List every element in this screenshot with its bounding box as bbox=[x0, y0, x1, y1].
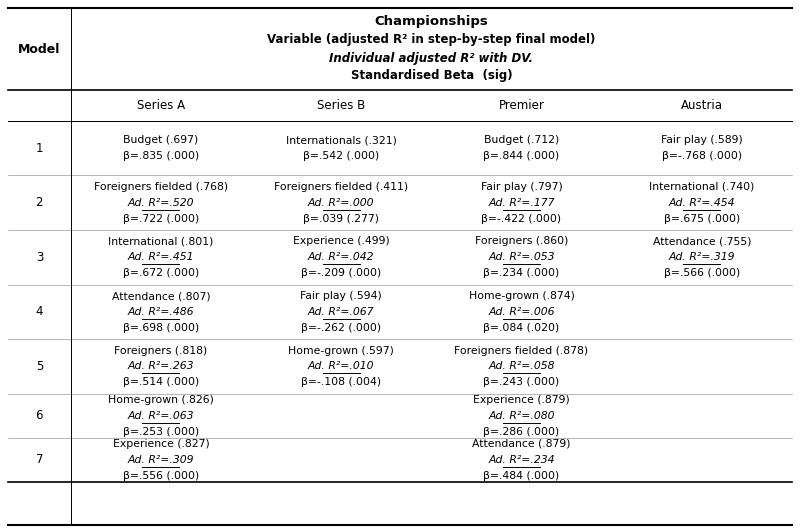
Text: β=.698 (.000): β=.698 (.000) bbox=[122, 323, 199, 333]
Text: Foreigners (.860): Foreigners (.860) bbox=[475, 236, 568, 246]
Text: β=.084 (.020): β=.084 (.020) bbox=[483, 323, 560, 333]
Text: Internationals (.321): Internationals (.321) bbox=[286, 135, 397, 145]
Text: 4: 4 bbox=[36, 305, 43, 319]
Text: β=-.108 (.004): β=-.108 (.004) bbox=[301, 377, 382, 387]
Text: Fair play (.797): Fair play (.797) bbox=[481, 182, 562, 192]
Text: Experience (.827): Experience (.827) bbox=[113, 439, 210, 449]
Text: β=-.422 (.000): β=-.422 (.000) bbox=[482, 214, 562, 224]
Text: Standardised Beta  (sig): Standardised Beta (sig) bbox=[350, 69, 512, 82]
Text: Budget (.697): Budget (.697) bbox=[123, 135, 198, 145]
Text: International (.740): International (.740) bbox=[649, 182, 754, 192]
Text: β=.675 (.000): β=.675 (.000) bbox=[664, 214, 740, 224]
Text: β=.542 (.000): β=.542 (.000) bbox=[303, 151, 379, 161]
Text: β=.556 (.000): β=.556 (.000) bbox=[122, 471, 199, 481]
Text: Home-grown (.826): Home-grown (.826) bbox=[108, 395, 214, 405]
Text: Ad. R²=.309: Ad. R²=.309 bbox=[128, 455, 194, 465]
Text: β=.844 (.000): β=.844 (.000) bbox=[483, 151, 560, 161]
Text: Ad. R²=.454: Ad. R²=.454 bbox=[669, 198, 735, 208]
Text: Ad. R²=.067: Ad. R²=.067 bbox=[308, 307, 374, 317]
Text: Ad. R²=.234: Ad. R²=.234 bbox=[488, 455, 554, 465]
Text: Variable (adjusted R² in step-by-step final model): Variable (adjusted R² in step-by-step fi… bbox=[267, 33, 595, 46]
Text: β=-.768 (.000): β=-.768 (.000) bbox=[662, 151, 742, 161]
Text: β=.234 (.000): β=.234 (.000) bbox=[483, 268, 560, 278]
Text: β=-.209 (.000): β=-.209 (.000) bbox=[301, 268, 382, 278]
Text: Ad. R²=.520: Ad. R²=.520 bbox=[128, 198, 194, 208]
Text: Ad. R²=.063: Ad. R²=.063 bbox=[128, 411, 194, 421]
Text: Series A: Series A bbox=[137, 99, 185, 112]
Text: Budget (.712): Budget (.712) bbox=[484, 135, 559, 145]
Text: Ad. R²=.006: Ad. R²=.006 bbox=[488, 307, 554, 317]
Text: Home-grown (.874): Home-grown (.874) bbox=[469, 291, 574, 301]
Text: Ad. R²=.486: Ad. R²=.486 bbox=[128, 307, 194, 317]
Text: Foreigners (.818): Foreigners (.818) bbox=[114, 346, 207, 356]
Text: Attendance (.755): Attendance (.755) bbox=[653, 236, 751, 246]
Text: Ad. R²=.042: Ad. R²=.042 bbox=[308, 252, 374, 262]
Text: Attendance (.807): Attendance (.807) bbox=[111, 291, 210, 301]
Text: Austria: Austria bbox=[681, 99, 723, 112]
Text: 3: 3 bbox=[36, 251, 43, 264]
Text: Ad. R²=.177: Ad. R²=.177 bbox=[488, 198, 554, 208]
Text: β=.566 (.000): β=.566 (.000) bbox=[664, 268, 740, 278]
Text: β=.835 (.000): β=.835 (.000) bbox=[122, 151, 199, 161]
Text: β=-.262 (.000): β=-.262 (.000) bbox=[301, 323, 382, 333]
Text: International (.801): International (.801) bbox=[108, 236, 214, 246]
Text: Foreigners fielded (.411): Foreigners fielded (.411) bbox=[274, 182, 408, 192]
Text: Championships: Championships bbox=[374, 15, 488, 28]
Text: Ad. R²=.263: Ad. R²=.263 bbox=[128, 361, 194, 372]
Text: 2: 2 bbox=[36, 196, 43, 209]
Text: β=.484 (.000): β=.484 (.000) bbox=[483, 471, 560, 481]
Text: Attendance (.879): Attendance (.879) bbox=[472, 439, 570, 449]
Text: Ad. R²=.053: Ad. R²=.053 bbox=[488, 252, 554, 262]
Text: Fair play (.589): Fair play (.589) bbox=[661, 135, 742, 145]
Text: Ad. R²=.451: Ad. R²=.451 bbox=[128, 252, 194, 262]
Text: Experience (.499): Experience (.499) bbox=[293, 236, 390, 246]
Text: Series B: Series B bbox=[317, 99, 366, 112]
Text: Foreigners fielded (.878): Foreigners fielded (.878) bbox=[454, 346, 589, 356]
Text: β=.722 (.000): β=.722 (.000) bbox=[122, 214, 199, 224]
Text: Individual adjusted R² with DV.: Individual adjusted R² with DV. bbox=[330, 52, 534, 65]
Text: Foreigners fielded (.768): Foreigners fielded (.768) bbox=[94, 182, 228, 192]
Text: 7: 7 bbox=[36, 453, 43, 466]
Text: Fair play (.594): Fair play (.594) bbox=[300, 291, 382, 301]
Text: Home-grown (.597): Home-grown (.597) bbox=[288, 346, 394, 356]
Text: 6: 6 bbox=[36, 409, 43, 422]
Text: Experience (.879): Experience (.879) bbox=[473, 395, 570, 405]
Text: β=.253 (.000): β=.253 (.000) bbox=[122, 427, 199, 437]
Text: Model: Model bbox=[18, 42, 61, 56]
Text: Ad. R²=.000: Ad. R²=.000 bbox=[308, 198, 374, 208]
Text: β=.286 (.000): β=.286 (.000) bbox=[483, 427, 560, 437]
Text: Ad. R²=.058: Ad. R²=.058 bbox=[488, 361, 554, 372]
Text: Ad. R²=.319: Ad. R²=.319 bbox=[669, 252, 735, 262]
Text: β=.039 (.277): β=.039 (.277) bbox=[303, 214, 379, 224]
Text: 5: 5 bbox=[36, 360, 43, 373]
Text: β=.514 (.000): β=.514 (.000) bbox=[122, 377, 199, 387]
Text: β=.243 (.000): β=.243 (.000) bbox=[483, 377, 560, 387]
Text: β=.672 (.000): β=.672 (.000) bbox=[122, 268, 199, 278]
Text: Ad. R²=.080: Ad. R²=.080 bbox=[488, 411, 554, 421]
Text: 1: 1 bbox=[36, 142, 43, 155]
Text: Ad. R²=.010: Ad. R²=.010 bbox=[308, 361, 374, 372]
Text: Premier: Premier bbox=[498, 99, 545, 112]
